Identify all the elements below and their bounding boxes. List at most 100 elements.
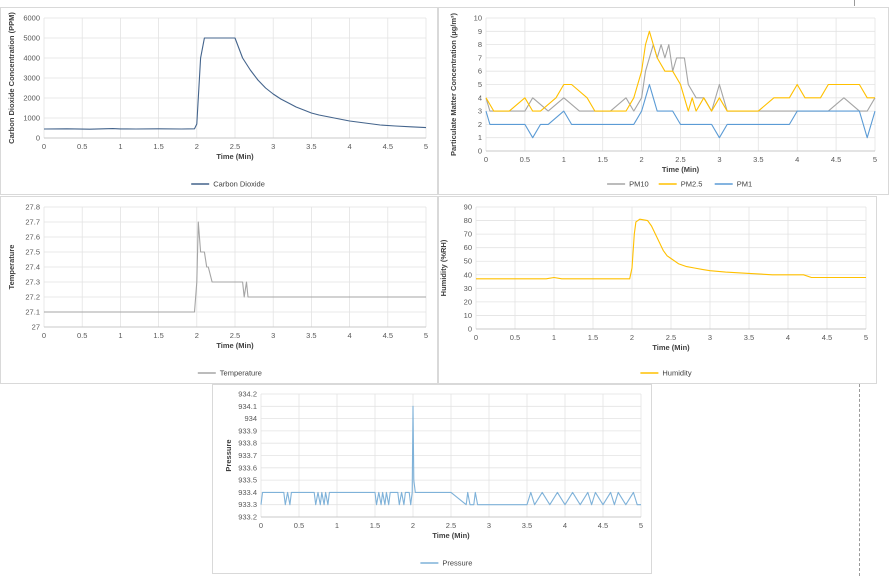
humidity-chart-panel: 0 10 20 30 40 50 60 70 80 90 0 0.5 1 1.5 2 2.5 3 3.5 4 4.5 5… xyxy=(438,196,877,384)
x-tick-label: 1 xyxy=(118,331,122,340)
legend-label: Pressure xyxy=(442,559,472,568)
y-tick-label: 50 xyxy=(464,257,472,266)
x-tick-label: 0 xyxy=(42,331,46,340)
y-tick-label: 933.5 xyxy=(238,476,257,485)
y-axis-label: Temperature xyxy=(7,245,16,290)
edge-tick xyxy=(854,0,855,6)
x-tick-label: 0.5 xyxy=(77,331,87,340)
x-tick-label: 5 xyxy=(639,521,643,530)
x-tick-label: 2 xyxy=(630,333,634,342)
y-tick-label: 90 xyxy=(464,203,472,212)
x-tick-label: 1.5 xyxy=(370,521,380,530)
y-tick-label: 5000 xyxy=(23,34,40,43)
legend-label: Temperature xyxy=(220,369,262,378)
y-tick-label: 4 xyxy=(478,93,482,102)
x-tick-label: 5 xyxy=(873,155,877,164)
y-tick-label: 30 xyxy=(464,284,472,293)
y-tick-label: 40 xyxy=(464,270,472,279)
y-tick-label: 933.6 xyxy=(238,463,257,472)
x-tick-label: 3 xyxy=(487,521,491,530)
y-tick-label: 933.9 xyxy=(238,426,257,435)
y-tick-label: 0 xyxy=(36,134,40,143)
x-tick-label: 0.5 xyxy=(510,333,520,342)
y-tick-label: 60 xyxy=(464,243,472,252)
y-tick-label: 6000 xyxy=(23,14,40,23)
x-tick-label: 4.5 xyxy=(831,155,841,164)
x-tick-label: 5 xyxy=(424,331,428,340)
temperature-chart-panel: 27 27.1 27.2 27.3 27.4 27.5 27.6 27.7 27.8 0 0.5 1 1… xyxy=(0,196,438,384)
y-tick-label: 4000 xyxy=(23,54,40,63)
x-tick-label: 4.5 xyxy=(598,521,608,530)
y-tick-label: 27.1 xyxy=(25,308,40,317)
x-tick-label: 3.5 xyxy=(753,155,763,164)
y-tick-label: 1 xyxy=(478,133,482,142)
y-tick-label: 2000 xyxy=(23,94,40,103)
x-tick-label: 3 xyxy=(271,331,275,340)
x-tick-label: 2.5 xyxy=(230,331,240,340)
x-tick-label: 4 xyxy=(348,142,352,151)
x-tick-label: 2.5 xyxy=(230,142,240,151)
series-line-carbon-dioxide xyxy=(43,37,427,130)
legend-label: Humidity xyxy=(662,369,691,378)
x-tick-label: 5 xyxy=(424,142,428,151)
x-tick-label: 2 xyxy=(640,155,644,164)
y-tick-label: 3000 xyxy=(23,74,40,83)
series-line-pm1 xyxy=(485,83,876,139)
y-tick-label: 934.2 xyxy=(238,390,257,399)
pressure-chart-panel: 933.2 933.3 933.4 933.5 933.6 933.7 933.8 933.9… xyxy=(212,384,652,574)
y-tick-label: 933.2 xyxy=(238,513,257,522)
x-tick-label: 4 xyxy=(795,155,799,164)
co2-chart-svg: 0 1000 2000 3000 4000 5000 6000 0 0.5 1 1.5 2 2.5 3 3.… xyxy=(7,12,428,189)
x-tick-label: 2 xyxy=(195,331,199,340)
x-tick-label: 0 xyxy=(42,142,46,151)
y-tick-label: 27.6 xyxy=(25,233,40,242)
x-tick-label: 3 xyxy=(717,155,721,164)
y-tick-label: 10 xyxy=(474,14,482,23)
legend-label: PM2.5 xyxy=(681,180,703,189)
y-tick-label: 10 xyxy=(464,311,472,320)
x-tick-label: 2.5 xyxy=(675,155,685,164)
x-tick-label: 4.5 xyxy=(383,142,393,151)
series-line-humidity xyxy=(476,218,866,280)
x-axis-label: Time (Min) xyxy=(662,165,700,174)
y-tick-label: 1000 xyxy=(23,114,40,123)
x-tick-label: 3.5 xyxy=(744,333,754,342)
y-axis-label: Particulate Matter Concentration (µg/m³) xyxy=(449,12,458,156)
x-axis-label: Time (Min) xyxy=(216,152,254,161)
x-tick-label: 0.5 xyxy=(294,521,304,530)
x-tick-label: 1 xyxy=(118,142,122,151)
hum-chart-svg: 0 10 20 30 40 50 60 70 80 90 0 0.5 1 1.5 2 2.5 3 3.5 4 4.5 5… xyxy=(439,203,868,378)
legend-label: PM1 xyxy=(737,180,752,189)
pres-chart-svg: 933.2 933.3 933.4 933.5 933.6 933.7 933.8 933.9… xyxy=(224,390,643,568)
legend-label: Carbon Dioxide xyxy=(213,180,265,189)
x-tick-label: 0 xyxy=(484,155,488,164)
x-tick-label: 3.5 xyxy=(306,142,316,151)
y-tick-label: 0 xyxy=(478,147,482,156)
series-line-pm2-5 xyxy=(485,30,875,112)
y-tick-label: 933.4 xyxy=(238,488,257,497)
particulate-chart-panel: 0 1 2 3 4 5 6 7 8 9 10 0 0.5 1 1.5 2 2.5 3 3.5 4 4.5 5 Time (M… xyxy=(438,7,889,195)
y-tick-label: 80 xyxy=(464,216,472,225)
x-tick-label: 2 xyxy=(411,521,415,530)
x-tick-label: 4.5 xyxy=(383,331,393,340)
x-tick-label: 4 xyxy=(786,333,790,342)
y-tick-label: 933.8 xyxy=(238,439,257,448)
x-tick-label: 1.5 xyxy=(597,155,607,164)
x-tick-label: 3.5 xyxy=(306,331,316,340)
y-tick-label: 933.3 xyxy=(238,500,257,509)
y-tick-label: 8 xyxy=(478,40,482,49)
y-tick-label: 0 xyxy=(468,325,472,334)
x-tick-label: 5 xyxy=(864,333,868,342)
y-tick-label: 27.5 xyxy=(25,248,40,257)
x-tick-label: 0.5 xyxy=(520,155,530,164)
y-tick-label: 934.1 xyxy=(238,402,257,411)
y-tick-label: 7 xyxy=(478,53,482,62)
x-tick-label: 3 xyxy=(708,333,712,342)
y-tick-label: 27.7 xyxy=(25,218,40,227)
x-tick-label: 4 xyxy=(348,331,352,340)
x-tick-label: 3 xyxy=(271,142,275,151)
x-tick-label: 1.5 xyxy=(588,333,598,342)
y-axis-label: Humidity (%RH) xyxy=(439,239,448,296)
x-tick-label: 2.5 xyxy=(446,521,456,530)
x-tick-label: 1 xyxy=(562,155,566,164)
